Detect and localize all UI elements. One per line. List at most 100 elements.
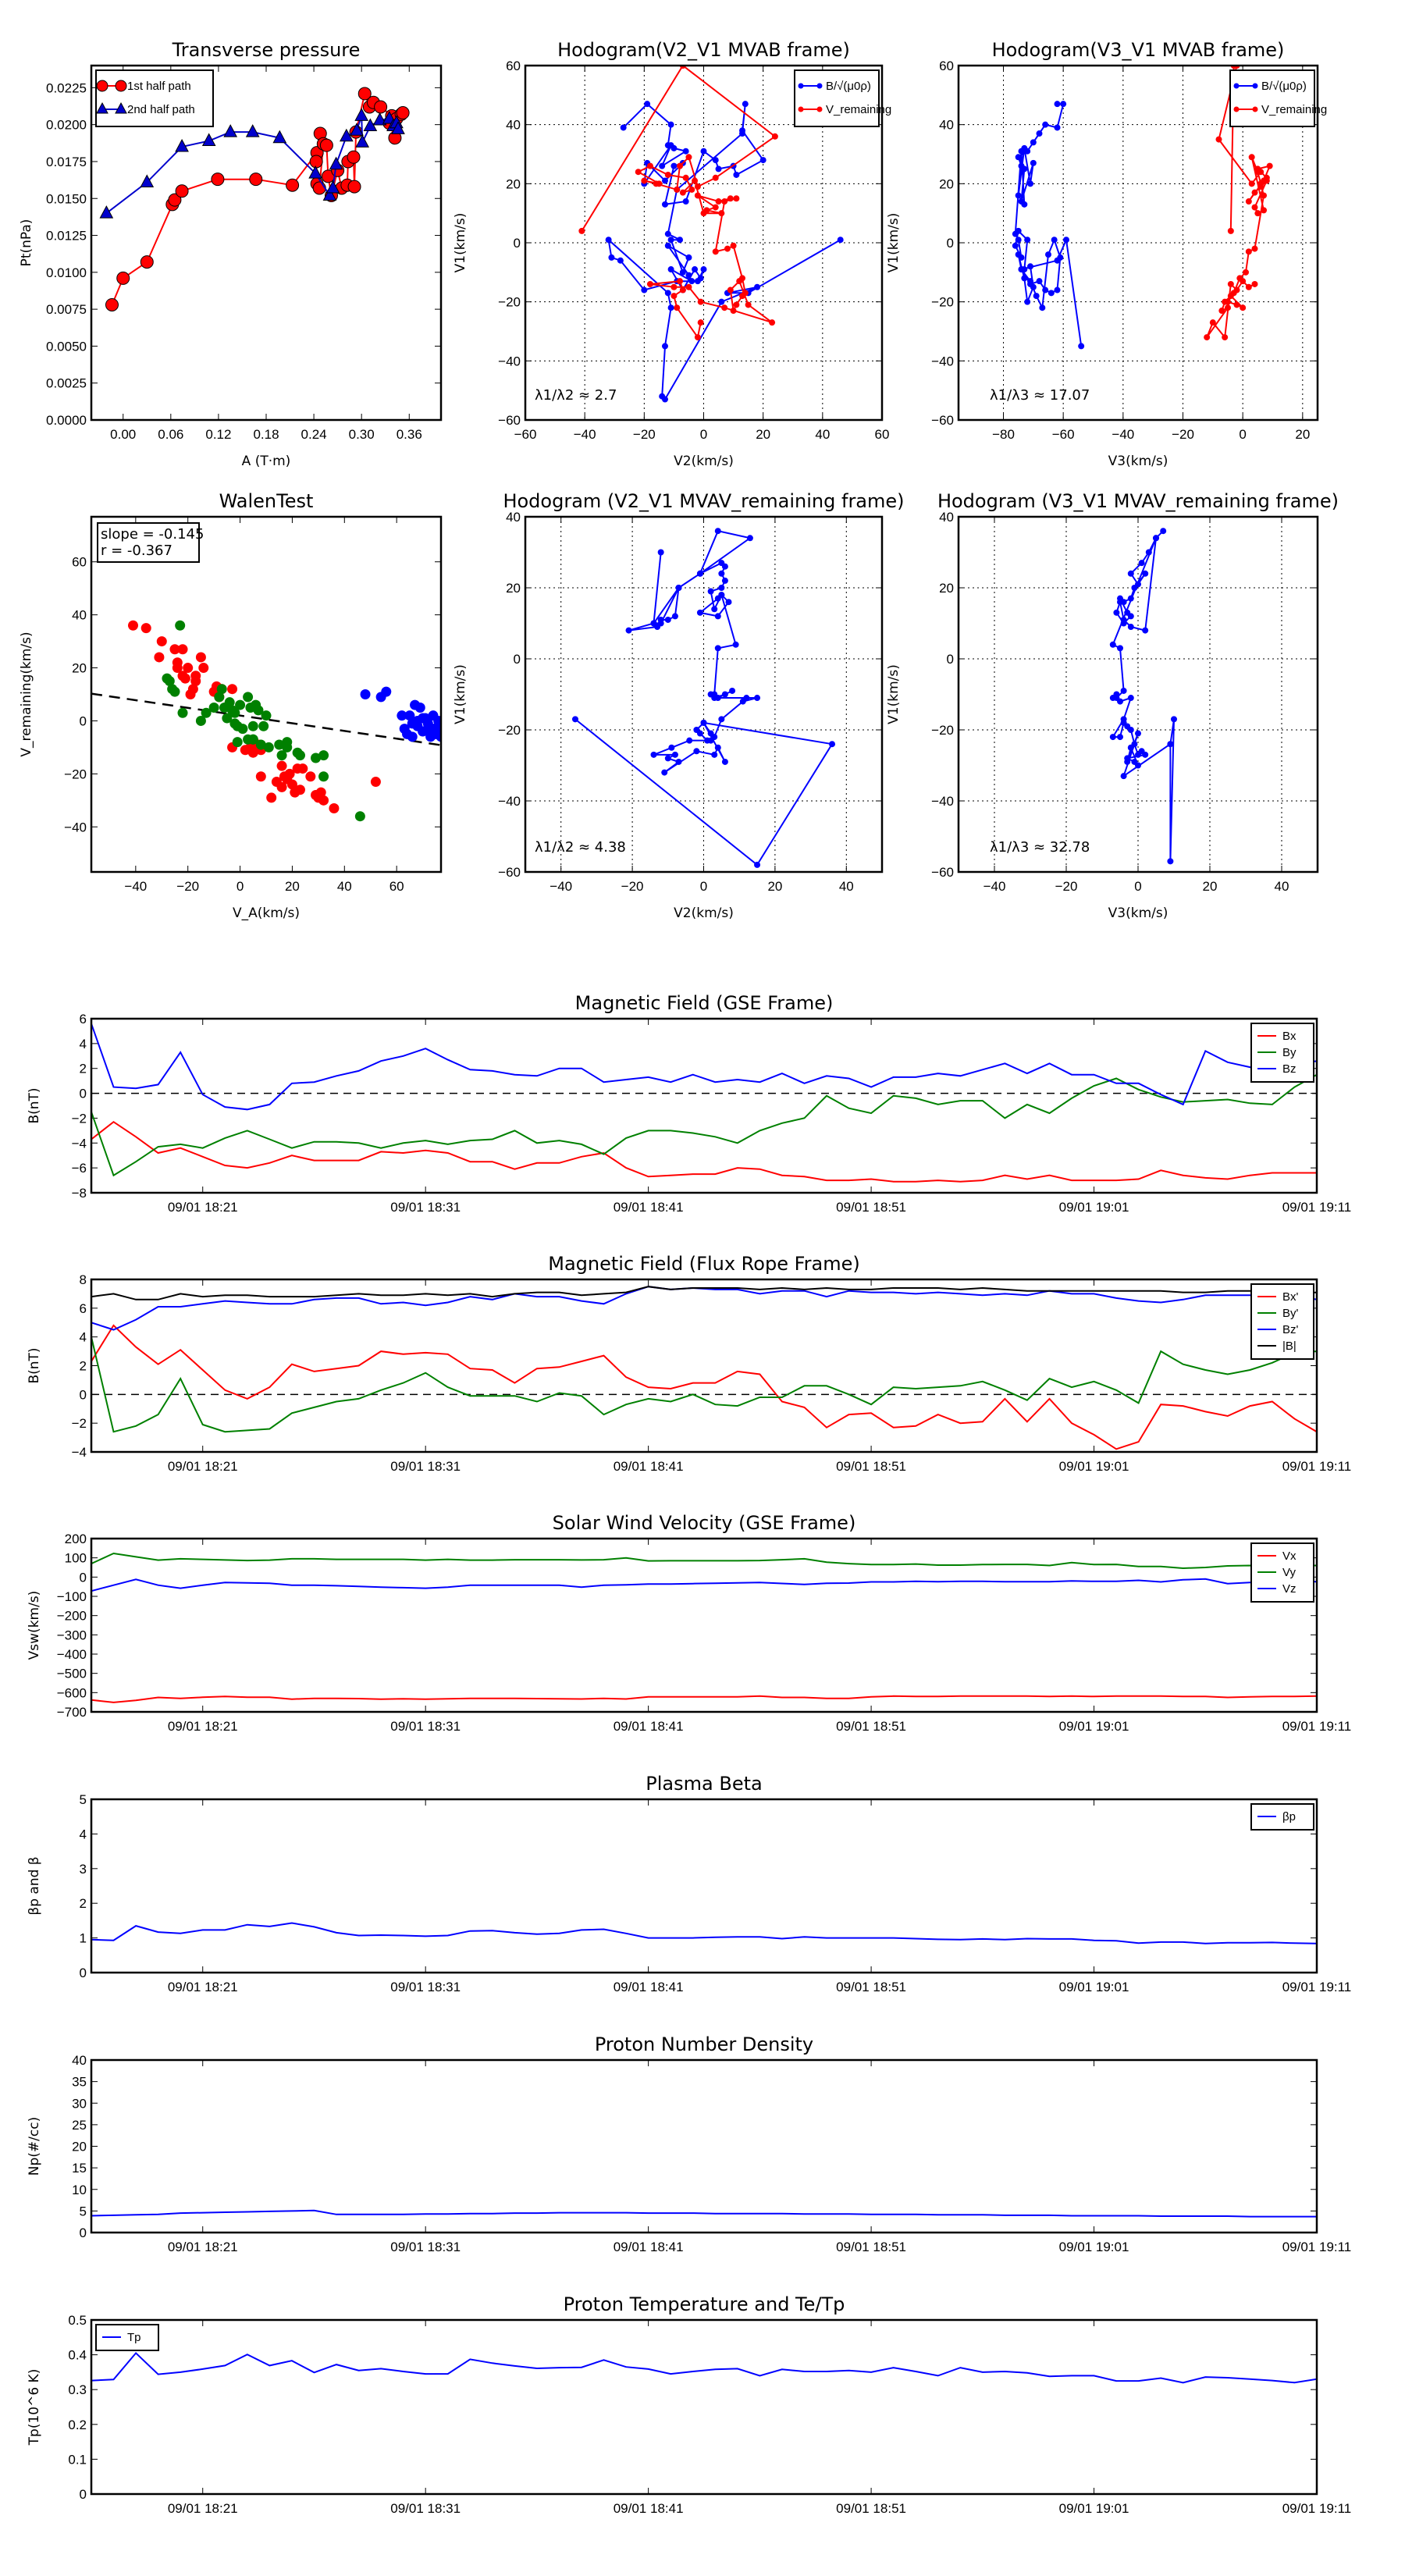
eigenvalue-ratio: λ1/λ3 ≈ 32.78 — [990, 839, 1090, 856]
data-point — [685, 283, 692, 290]
data-point — [266, 792, 277, 803]
chart-hodogram-v2v1-mvab: Hodogram(V2_V1 MVAB frame) −60 −40 −20 0 20 40… — [453, 39, 891, 469]
data-point — [1227, 280, 1234, 287]
data-point — [1027, 180, 1033, 187]
plot-area — [91, 2209, 1317, 2218]
y-tick-label: −40 — [498, 794, 521, 809]
series-line-By' — [91, 1336, 1317, 1433]
legend-label: Bz' — [1282, 1323, 1299, 1336]
x-tick-label: 0 — [237, 879, 244, 894]
data-point — [707, 737, 714, 744]
data-point — [224, 697, 235, 708]
data-point — [1117, 734, 1123, 741]
x-tick-label: 20 — [1203, 879, 1218, 894]
x-tick-label: 0.30 — [349, 427, 375, 442]
data-point — [175, 620, 186, 631]
y-tick-label: −20 — [931, 723, 954, 738]
y-axis-label: Np(#/cc) — [27, 2117, 42, 2176]
x-tick-label: 20 — [756, 427, 770, 442]
data-point — [208, 702, 219, 713]
x-tick-label: 0 — [1239, 427, 1246, 442]
data-point — [730, 242, 737, 249]
data-point — [692, 266, 699, 273]
legend-box — [1250, 1542, 1314, 1603]
data-point — [675, 585, 682, 591]
data-point — [397, 710, 407, 721]
x-tick-label: 09/01 19:01 — [1059, 1459, 1129, 1474]
data-point — [727, 286, 734, 294]
data-point — [745, 301, 752, 308]
data-point — [664, 755, 671, 762]
data-point — [1030, 159, 1037, 166]
plot-area — [91, 2351, 1317, 2384]
legend: Tp — [95, 2324, 159, 2351]
data-point — [1027, 263, 1033, 270]
y-tick-label: 0.0150 — [46, 191, 87, 206]
data-point — [656, 180, 663, 187]
y-tick-label: 200 — [65, 1532, 87, 1546]
data-point — [1036, 278, 1043, 285]
data-point — [829, 741, 836, 748]
data-point — [1021, 275, 1028, 282]
x-tick-label: 09/01 18:31 — [390, 1719, 461, 1734]
x-tick-label: 09/01 19:01 — [1059, 2240, 1129, 2254]
data-point — [354, 108, 369, 121]
data-point — [211, 173, 225, 187]
series-line-B — [1111, 530, 1175, 862]
y-tick-label: −8 — [72, 1186, 87, 1201]
data-point — [696, 609, 703, 616]
x-tick-label: 0.18 — [253, 427, 279, 442]
data-point — [650, 620, 657, 627]
legend-marker — [115, 80, 127, 92]
data-point — [1054, 286, 1061, 294]
x-tick-label: −80 — [992, 427, 1015, 442]
data-point — [329, 803, 340, 814]
data-point — [1251, 245, 1258, 252]
x-tick-label: 09/01 18:31 — [390, 2240, 461, 2254]
data-point — [350, 123, 364, 136]
legend-label: βp — [1282, 1810, 1296, 1823]
legend-label: By — [1282, 1046, 1297, 1059]
data-point — [1054, 124, 1061, 131]
x-tick-label: 09/01 18:41 — [614, 1459, 684, 1474]
data-point — [733, 301, 740, 308]
data-point — [391, 121, 405, 134]
axes-frame — [524, 64, 884, 422]
axes-frame — [90, 2058, 1318, 2234]
data-point — [692, 177, 699, 184]
data-point — [671, 751, 678, 758]
data-point — [1160, 528, 1167, 535]
y-tick-label: 6 — [80, 1301, 87, 1316]
data-point — [715, 165, 722, 173]
data-point — [1248, 154, 1255, 161]
data-point — [721, 691, 728, 698]
x-tick-label: 09/01 18:21 — [168, 1459, 238, 1474]
data-point — [714, 613, 721, 620]
data-point — [164, 676, 175, 687]
data-point — [1120, 773, 1127, 780]
y-tick-label: 0 — [80, 1570, 87, 1585]
data-point — [707, 730, 714, 737]
x-tick-label: 09/01 19:11 — [1282, 1200, 1352, 1215]
series-line-B/√(μ0ρ) — [607, 102, 841, 401]
legend: Bx By Bz — [1250, 1023, 1314, 1083]
data-point — [340, 128, 354, 142]
legend-label: By' — [1282, 1307, 1299, 1320]
y-tick-label: −2 — [72, 1416, 87, 1431]
legend-marker — [816, 83, 823, 89]
x-tick-label: −20 — [621, 879, 644, 894]
plot-area — [571, 528, 836, 868]
y-tick-label: 0.3 — [68, 2382, 87, 2397]
y-tick-label: 10 — [72, 2183, 87, 2197]
data-point — [682, 148, 689, 155]
data-point — [730, 308, 737, 315]
data-point — [739, 293, 746, 300]
x-tick-label: −40 — [1112, 427, 1134, 442]
data-point — [274, 739, 285, 750]
data-point — [1248, 180, 1255, 187]
data-point — [1018, 266, 1025, 273]
data-point — [414, 702, 425, 713]
y-tick-label: 0 — [80, 1087, 87, 1101]
y-tick-label: 20 — [939, 581, 954, 596]
y-tick-label: −600 — [57, 1685, 87, 1700]
